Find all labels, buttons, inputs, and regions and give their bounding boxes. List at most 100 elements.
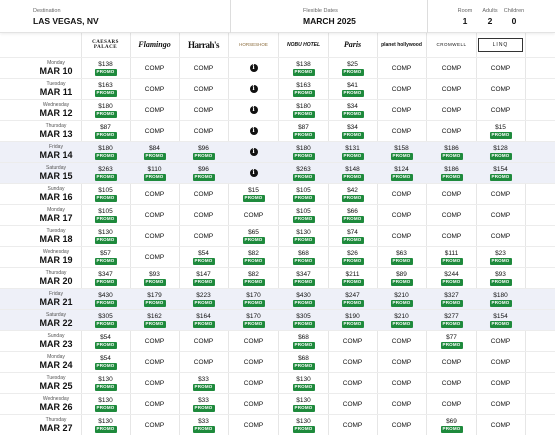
rate-cell[interactable]: $130 PROMO xyxy=(81,394,130,415)
rate-cell[interactable]: $68 PROMO xyxy=(279,247,328,268)
rate-cell[interactable]: COMP xyxy=(427,79,476,100)
rate-cell[interactable]: $186 PROMO xyxy=(427,163,476,184)
rate-cell[interactable]: $180 PROMO xyxy=(476,289,525,310)
rate-cell[interactable]: $430 PROMO xyxy=(81,289,130,310)
rate-cell[interactable]: $158 PROMO xyxy=(377,142,426,163)
rate-cell[interactable]: COMP xyxy=(179,331,228,352)
info-icon[interactable]: i xyxy=(249,106,258,114)
rate-cell[interactable]: COMP xyxy=(427,205,476,226)
rate-cell[interactable]: $15 PROMO xyxy=(476,121,525,142)
rate-cell[interactable]: $305 PROMO xyxy=(279,310,328,331)
rate-cell[interactable]: COMP xyxy=(377,373,426,394)
rate-cell[interactable]: $96 PROMO xyxy=(179,163,228,184)
dates-field[interactable]: Flexible Dates MARCH 2025 xyxy=(231,0,428,33)
rate-cell[interactable]: $154 PROMO xyxy=(476,163,525,184)
rate-cell[interactable]: COMP xyxy=(377,100,426,121)
rate-cell[interactable]: $210 PROMO xyxy=(377,310,426,331)
rate-cell[interactable]: COMP xyxy=(377,184,426,205)
room-field[interactable]: Room 1 xyxy=(453,0,477,33)
rate-cell[interactable]: $82 PROMO xyxy=(229,268,278,289)
rate-cell[interactable]: $180 PROMO xyxy=(81,100,130,121)
rate-cell[interactable]: COMP xyxy=(179,58,228,79)
hotel-logo[interactable]: NOBU HOTEL xyxy=(286,41,321,48)
rate-cell[interactable]: $186 PROMO xyxy=(427,142,476,163)
rate-cell[interactable]: $180 PROMO xyxy=(279,142,328,163)
rate-cell[interactable]: $65 PROMO xyxy=(229,226,278,247)
rate-cell[interactable]: $87 PROMO xyxy=(279,121,328,142)
rate-cell[interactable]: $23 PROMO xyxy=(476,247,525,268)
rate-cell[interactable]: COMP xyxy=(377,331,426,352)
rate-cell[interactable]: $130 PROMO xyxy=(279,226,328,247)
rate-cell[interactable]: COMP xyxy=(377,394,426,415)
rate-cell[interactable]: $180 PROMO xyxy=(81,142,130,163)
rate-cell[interactable]: $111 PROMO xyxy=(427,247,476,268)
rate-cell[interactable]: $54 PROMO xyxy=(81,352,130,373)
rate-cell[interactable]: COMP xyxy=(476,226,525,247)
rate-cell[interactable]: $263 PROMO xyxy=(279,163,328,184)
rate-cell[interactable]: $105 PROMO xyxy=(279,205,328,226)
rate-cell[interactable]: COMP xyxy=(427,394,476,415)
rate-cell[interactable]: $87 PROMO xyxy=(81,121,130,142)
rate-cell[interactable]: COMP xyxy=(427,100,476,121)
rate-cell[interactable]: $128 PROMO xyxy=(476,142,525,163)
rate-cell[interactable]: COMP xyxy=(476,205,525,226)
rate-cell[interactable]: COMP xyxy=(179,226,228,247)
rate-cell[interactable]: COMP xyxy=(427,352,476,373)
rate-cell[interactable]: $162 PROMO xyxy=(130,310,179,331)
rate-cell[interactable]: $130 PROMO xyxy=(279,373,328,394)
hotel-logo[interactable]: Flamingo xyxy=(138,40,171,49)
rate-cell[interactable]: $124 PROMO xyxy=(377,163,426,184)
rate-cell[interactable]: COMP xyxy=(328,331,377,352)
info-icon[interactable]: i xyxy=(249,85,258,93)
rate-cell[interactable]: $154 PROMO xyxy=(476,310,525,331)
rate-cell[interactable]: COMP xyxy=(229,352,278,373)
rate-cell[interactable]: $210 PROMO xyxy=(377,289,426,310)
hotel-logo[interactable]: HORSESHOE xyxy=(239,41,268,47)
rate-cell[interactable]: $33 PROMO xyxy=(179,373,228,394)
rate-cell[interactable]: COMP xyxy=(130,331,179,352)
rate-cell[interactable]: $69 PROMO xyxy=(427,415,476,435)
rate-cell[interactable]: $68 PROMO xyxy=(279,352,328,373)
rate-cell[interactable]: COMP xyxy=(427,184,476,205)
rate-cell[interactable]: i xyxy=(229,58,278,79)
hotel-logo[interactable]: CROMWELL xyxy=(436,41,467,47)
rate-cell[interactable]: $25 PROMO xyxy=(328,58,377,79)
rate-cell[interactable]: i xyxy=(229,100,278,121)
rate-cell[interactable]: COMP xyxy=(476,79,525,100)
info-icon[interactable]: i xyxy=(249,169,258,177)
rate-cell[interactable]: COMP xyxy=(377,205,426,226)
rate-cell[interactable]: $347 PROMO xyxy=(81,268,130,289)
rate-cell[interactable]: COMP xyxy=(229,415,278,435)
children-field[interactable]: Children 0 xyxy=(502,0,526,33)
rate-cell[interactable]: COMP xyxy=(377,79,426,100)
rate-cell[interactable]: $93 PROMO xyxy=(130,268,179,289)
rate-cell[interactable]: i xyxy=(229,142,278,163)
rate-cell[interactable]: COMP xyxy=(476,331,525,352)
rate-cell[interactable]: $244 PROMO xyxy=(427,268,476,289)
rate-cell[interactable]: $130 PROMO xyxy=(81,415,130,435)
rate-cell[interactable]: COMP xyxy=(427,58,476,79)
info-icon[interactable]: i xyxy=(249,64,258,72)
rate-cell[interactable]: COMP xyxy=(130,394,179,415)
rate-cell[interactable]: $33 PROMO xyxy=(179,415,228,435)
rate-cell[interactable]: COMP xyxy=(476,58,525,79)
rate-cell[interactable]: COMP xyxy=(476,373,525,394)
rate-cell[interactable]: $131 PROMO xyxy=(328,142,377,163)
rate-cell[interactable]: $163 PROMO xyxy=(279,79,328,100)
rate-cell[interactable]: COMP xyxy=(179,352,228,373)
rate-cell[interactable]: COMP xyxy=(130,121,179,142)
rate-cell[interactable]: $170 PROMO xyxy=(229,289,278,310)
info-icon[interactable]: i xyxy=(249,148,258,156)
rate-cell[interactable]: $105 PROMO xyxy=(279,184,328,205)
rate-cell[interactable]: $34 PROMO xyxy=(328,100,377,121)
hotel-logo[interactable]: planet hollywood xyxy=(381,41,422,48)
rate-cell[interactable]: COMP xyxy=(328,352,377,373)
rate-cell[interactable]: $54 PROMO xyxy=(179,247,228,268)
rate-cell[interactable]: $180 PROMO xyxy=(279,100,328,121)
rate-cell[interactable]: COMP xyxy=(130,415,179,435)
rate-cell[interactable]: COMP xyxy=(377,121,426,142)
rate-cell[interactable]: $223 PROMO xyxy=(179,289,228,310)
rate-cell[interactable]: $190 PROMO xyxy=(328,310,377,331)
rate-cell[interactable]: COMP xyxy=(130,58,179,79)
rate-cell[interactable]: COMP xyxy=(130,247,179,268)
